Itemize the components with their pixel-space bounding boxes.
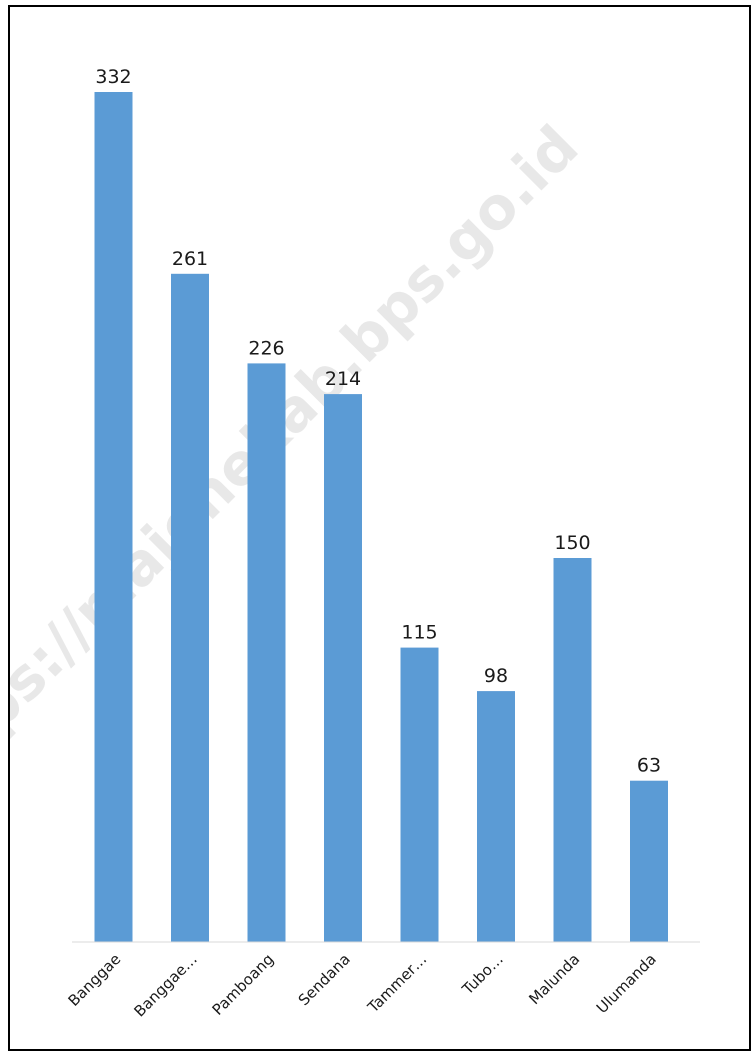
bar-6 xyxy=(477,691,515,942)
data-label-7: 150 xyxy=(554,532,590,554)
data-label-8: 63 xyxy=(637,755,661,777)
category-label-1: Banggae xyxy=(65,950,125,1010)
data-label-4: 214 xyxy=(325,368,361,390)
category-label-8: Ulumanda xyxy=(593,950,660,1017)
category-label-2: Banggae… xyxy=(131,950,201,1020)
bar-8 xyxy=(630,780,668,942)
bar-7 xyxy=(553,558,592,942)
bar-3 xyxy=(247,363,286,942)
data-label-6: 98 xyxy=(484,665,508,687)
bar-2 xyxy=(171,273,209,942)
data-label-1: 332 xyxy=(95,66,131,88)
category-label-3: Pamboang xyxy=(209,950,278,1019)
bar-5 xyxy=(400,647,439,942)
bar-4 xyxy=(324,394,362,943)
bar-1 xyxy=(94,92,133,942)
category-label-4: Sendana xyxy=(295,950,354,1009)
data-label-5: 115 xyxy=(401,622,437,644)
data-label-2: 261 xyxy=(172,248,208,270)
category-label-7: Malunda xyxy=(525,950,583,1008)
data-label-3: 226 xyxy=(248,337,284,359)
category-labels: Banggae Banggae… Pamboang Sendana Tammer… Tub… xyxy=(65,950,660,1020)
category-label-6: Tubo… xyxy=(458,950,507,999)
chart-frame: https://majenekab.bps.go.id 332 261 226 214… xyxy=(8,5,751,1051)
bar-chart: https://majenekab.bps.go.id 332261226214… xyxy=(10,66,700,1020)
data-labels: 332 261 226 214 115 98 150 63 xyxy=(95,66,661,777)
bars xyxy=(94,92,668,943)
category-label-5: Tammer… xyxy=(364,950,431,1017)
